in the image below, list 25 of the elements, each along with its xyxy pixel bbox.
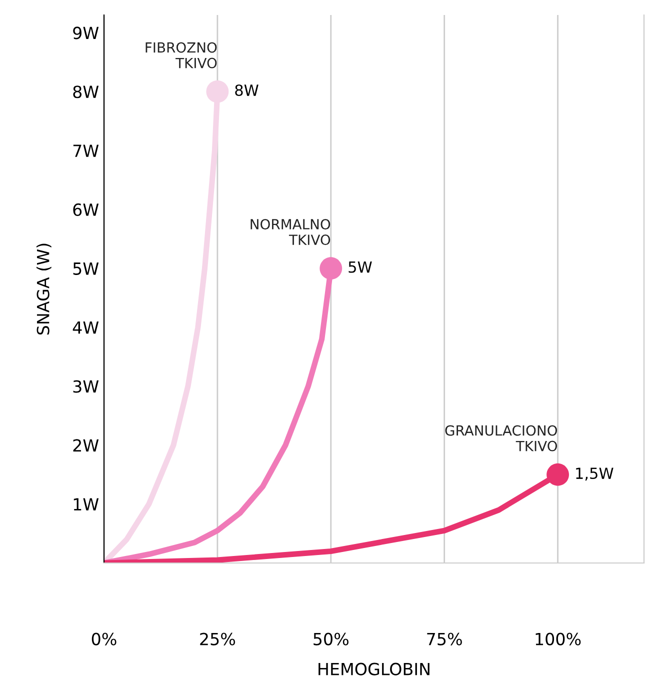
x-tick-label: 50% bbox=[314, 632, 348, 646]
point bbox=[206, 80, 229, 103]
y-tick-label: 7W bbox=[73, 144, 99, 157]
series-label: NORMALNO TKIVO bbox=[250, 219, 330, 246]
x-tick-label: 75% bbox=[427, 632, 462, 646]
data-label: 1,5W bbox=[576, 468, 614, 481]
x-axis-title: HEMOGLOBIN bbox=[318, 662, 430, 676]
x-tick-label: 0% bbox=[92, 632, 116, 646]
y-axis-title: SNAGA (W) bbox=[36, 244, 52, 335]
y-tick-label: 1W bbox=[74, 498, 99, 510]
point bbox=[546, 463, 569, 486]
y-tick-label: 9W bbox=[73, 26, 99, 40]
data-label: 8W bbox=[235, 84, 258, 96]
y-tick-label: 6W bbox=[73, 203, 99, 216]
point bbox=[320, 257, 342, 280]
y-tick-label: 8W bbox=[73, 86, 99, 98]
data-label: 5W bbox=[348, 261, 372, 273]
y-tick-label: 4W bbox=[72, 321, 99, 334]
y-tick-label: 5W bbox=[73, 262, 99, 275]
series-label: GRANULACIONO TKIVO bbox=[445, 425, 557, 452]
x-tick-label: 25% bbox=[200, 632, 236, 646]
series-label: FIBROZNO TKIVO bbox=[146, 42, 217, 68]
x-tick-label: 100% bbox=[536, 632, 581, 646]
y-tick-label: 2W bbox=[73, 439, 99, 452]
y-tick-label: 3W bbox=[73, 380, 99, 393]
